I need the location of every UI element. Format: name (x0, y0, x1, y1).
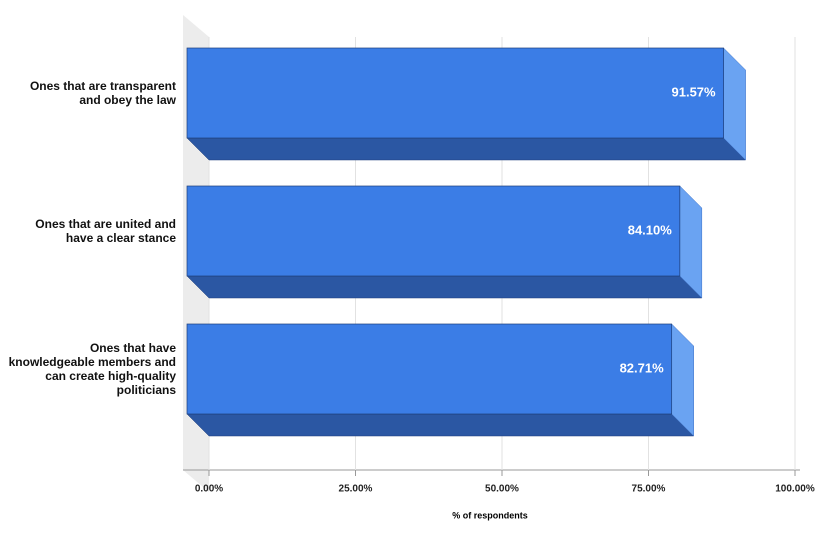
x-tick-label: 75.00% (632, 484, 666, 495)
bar-bottom (186, 413, 695, 437)
x-axis-title: % of respondents (452, 510, 528, 520)
value-label: 91.57% (672, 84, 717, 99)
bar-bottom (186, 275, 703, 299)
value-label: 84.10% (628, 222, 673, 237)
x-tick-label: 25.00% (339, 484, 373, 495)
category-label: Ones that are transparent and obey the l… (29, 79, 176, 107)
bar (186, 323, 673, 415)
x-tick-label: 0.00% (195, 484, 223, 495)
x-tick-label: 50.00% (485, 484, 519, 495)
x-tick-label: 100.00% (775, 484, 815, 495)
bar-bottom (186, 137, 747, 161)
bar (186, 47, 724, 139)
bar (186, 185, 681, 277)
category-label: Ones that have knowledgeable members and… (8, 341, 176, 397)
category-label: Ones that are united and have a clear st… (35, 217, 176, 245)
value-label: 82.71% (620, 360, 665, 375)
